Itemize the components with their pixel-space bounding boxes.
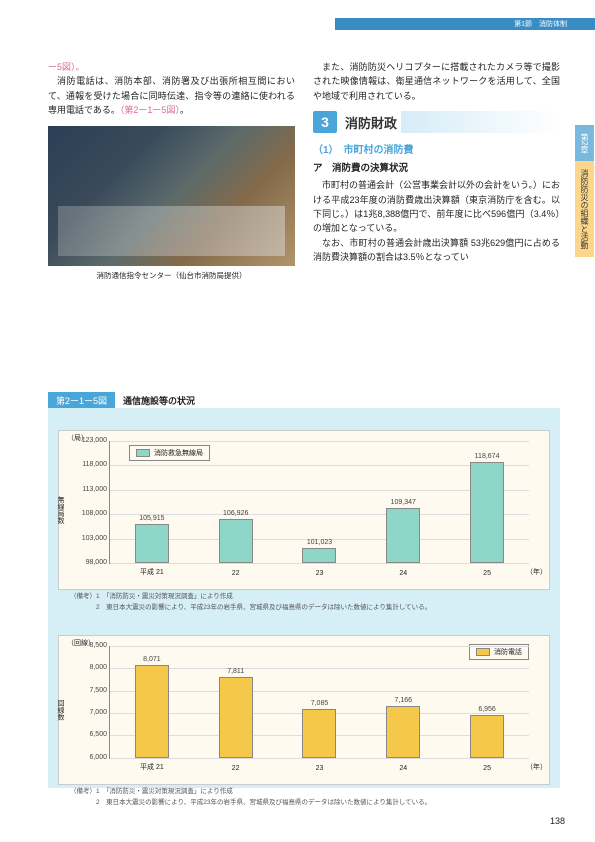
bar	[219, 677, 253, 758]
chart-area: （局） 無線局数 消防救急無線局 （年） 98,000103,000108,00…	[48, 408, 560, 788]
bar	[470, 715, 504, 758]
ylabel: 6,000	[62, 754, 107, 761]
figure-label: 第2ー1ー5図 通信施設等の状況	[48, 392, 195, 409]
bar-xlabel: 25	[483, 570, 491, 577]
gridline	[110, 758, 529, 759]
page-number: 138	[550, 816, 565, 826]
ylabel: 108,000	[62, 510, 107, 517]
bar-group: 7,08523	[282, 700, 357, 758]
section-title: 消防財政	[345, 113, 397, 132]
bar-group: 106,92622	[198, 510, 273, 563]
ref-link-1: ー5図）。	[48, 62, 85, 72]
bar-value: 105,915	[139, 515, 164, 522]
bar-xlabel: 平成 21	[140, 762, 164, 772]
para-r2: 市町村の普通会計（公営事業会計以外の会計をいう。）における平成23年度の消防費歳…	[313, 178, 560, 236]
bar-group: 7,81122	[198, 668, 273, 758]
bar-value: 7,811	[227, 668, 244, 675]
bar-xlabel: 24	[399, 570, 407, 577]
section-heading: 3 消防財政	[313, 111, 560, 133]
bar-group: 6,95625	[449, 706, 524, 758]
ylabel: 8,000	[62, 664, 107, 671]
bar-value: 7,166	[395, 697, 413, 704]
bar-group: 7,16624	[366, 697, 441, 758]
bar-value: 101,023	[307, 539, 332, 546]
header-text: 第1節 消防体制	[514, 19, 567, 29]
bar-value: 8,071	[143, 656, 161, 663]
content: ー5図）。 消防電話は、消防本部、消防署及び出張所相互間において、通報を受けた場…	[48, 60, 560, 281]
header-bar: 第1節 消防体制	[335, 18, 595, 30]
subsubsection: ア 消防費の決算状況	[313, 160, 560, 174]
ylabel: 8,500	[62, 642, 107, 649]
bar-value: 106,926	[223, 510, 248, 517]
subsection: （1） 市町村の消防費	[313, 141, 560, 156]
chart-2: （回線） 回線数 消防電話 （年） 6,0006,5007,0007,5008,…	[58, 635, 550, 785]
para-ref-tail: ー5図）。	[48, 60, 295, 74]
side-chapter: 第2章	[575, 125, 594, 161]
bar-group: 109,34724	[366, 499, 441, 563]
note-2b: 2 東日本大震災の影響により、平成23年の岩手県、宮城県及び福島県のデータは除い…	[58, 799, 550, 807]
bar	[302, 548, 336, 563]
bars-container: 8,071平成 217,811227,085237,166246,95625	[110, 646, 529, 758]
para-r1: また、消防防災ヘリコプターに搭載されたカメラ等で撮影された映像情報は、衛星通信ネ…	[313, 60, 560, 103]
bar-value: 118,674	[475, 453, 500, 460]
left-column: ー5図）。 消防電話は、消防本部、消防署及び出張所相互間において、通報を受けた場…	[48, 60, 295, 281]
bar-value: 109,347	[391, 499, 416, 506]
gridline	[110, 563, 529, 564]
right-column: また、消防防災ヘリコプターに搭載されたカメラ等で撮影された映像情報は、衛星通信ネ…	[313, 60, 560, 281]
bar-xlabel: 23	[316, 765, 324, 772]
side-title: 消防防災の組織と活動	[575, 161, 594, 257]
section-number: 3	[313, 111, 337, 133]
ylabel: 7,000	[62, 709, 107, 716]
chart2-inner: （年） 6,0006,5007,0007,5008,0008,5008,071平…	[109, 646, 529, 759]
ylabel: 98,000	[62, 559, 107, 566]
bar-xlabel: 23	[316, 570, 324, 577]
ylabel: 7,500	[62, 687, 107, 694]
note-1a: （備考）1 「消防防災・震災対策現況調査」により作成	[58, 593, 550, 601]
ylabel: 6,500	[62, 731, 107, 738]
ylabel: 103,000	[62, 535, 107, 542]
section-bar	[401, 111, 560, 133]
bar	[386, 508, 420, 563]
bar-group: 118,67425	[449, 453, 524, 563]
bar-xlabel: 25	[483, 765, 491, 772]
chart2-xlabel: （年）	[526, 762, 547, 772]
figure-title: 通信施設等の状況	[123, 394, 195, 407]
bar-xlabel: 平成 21	[140, 567, 164, 577]
chart1-inner: （年） 98,000103,000108,000113,000118,00012…	[109, 441, 529, 564]
bars-container: 105,915平成 21106,92622101,02323109,347241…	[110, 441, 529, 563]
bar-xlabel: 24	[399, 765, 407, 772]
note-1b: 2 東日本大震災の影響により、平成23年の岩手県、宮城県及び福島県のデータは除い…	[58, 604, 550, 612]
bar	[386, 706, 420, 758]
para-r3: なお、市町村の普通会計歳出決算額 53兆629億円に占める消防費決算額の割合は3…	[313, 236, 560, 265]
chart1-xlabel: （年）	[526, 567, 547, 577]
figure-number: 第2ー1ー5図	[48, 392, 115, 409]
bar	[470, 462, 504, 563]
bar	[135, 665, 169, 758]
ylabel: 123,000	[62, 437, 107, 444]
bar-xlabel: 22	[232, 765, 240, 772]
ref-link-2: （第2ー1ー5図）	[120, 105, 180, 115]
ylabel: 113,000	[62, 486, 107, 493]
bar	[302, 709, 336, 758]
bar	[135, 524, 169, 563]
bar-value: 6,956	[478, 706, 496, 713]
photo-caption: 消防通信指令センター（仙台市消防局提供）	[48, 270, 295, 281]
bar-group: 8,071平成 21	[114, 656, 189, 758]
photo-control-center	[48, 126, 295, 266]
bar-group: 105,915平成 21	[114, 515, 189, 563]
ylabel: 118,000	[62, 461, 107, 468]
chart-1: （局） 無線局数 消防救急無線局 （年） 98,000103,000108,00…	[58, 430, 550, 590]
note-2a: （備考）1 「消防防災・震災対策現況調査」により作成	[58, 788, 550, 796]
para-1: 消防電話は、消防本部、消防署及び出張所相互間において、通報を受けた場合に同時伝達…	[48, 74, 295, 117]
side-tab: 第2章 消防防災の組織と活動	[575, 125, 595, 257]
bar-xlabel: 22	[232, 570, 240, 577]
bar-group: 101,02323	[282, 539, 357, 563]
bar	[219, 519, 253, 563]
bar-value: 7,085	[311, 700, 329, 707]
